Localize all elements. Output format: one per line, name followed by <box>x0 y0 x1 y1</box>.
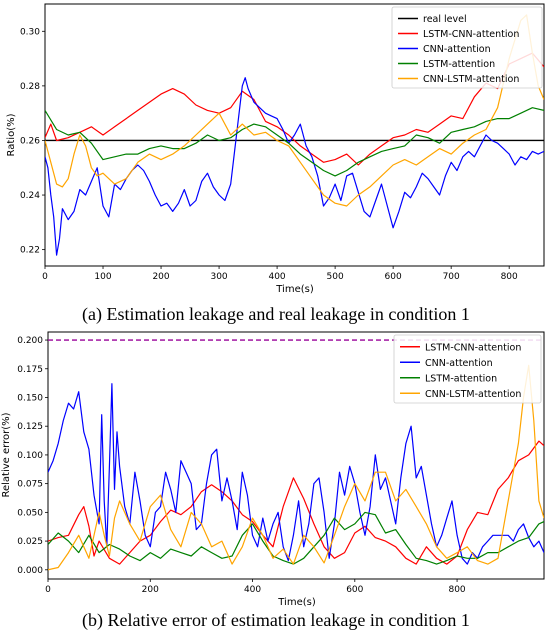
chart-a-y-tick-label: 0.22 <box>20 246 40 256</box>
chart-a-x-tick-label: 200 <box>152 272 169 282</box>
chart-a-y-tick-label: 0.26 <box>20 136 40 146</box>
chart-a-legend-label: real level <box>423 14 467 25</box>
chart-a-ticks: 0 100 200 300 400 500 600 700 800 0.22 0.24 0.26 0.2… <box>20 27 518 282</box>
chart-a-legend-label: LSTM-attention <box>423 59 495 70</box>
chart-b-ticks: 0 200 400 600 800 0.000 0.025 0.050 0.075 0.100 0.… <box>17 336 466 595</box>
chart-b-legend-box <box>393 334 542 404</box>
chart-a-series-group <box>45 14 544 256</box>
chart-a-x-axis-label: Time(s) <box>275 284 314 295</box>
chart-b-caption: (b) Relative error of estimation leakage… <box>82 610 470 631</box>
chart-a-x-tick-label: 300 <box>210 272 227 282</box>
chart-b-y-tick-label: 0.050 <box>17 508 43 518</box>
chart-a-series-cnn-lstm-attention <box>45 14 544 207</box>
chart-b-series-cnn-lstm-attention <box>48 364 544 571</box>
chart-b-y-tick-label: 0.100 <box>17 451 43 461</box>
chart-b-series-group <box>48 339 544 571</box>
chart-a-x-tick-label: 0 <box>42 272 48 282</box>
chart-b-y-tick-label: 0.150 <box>17 393 43 403</box>
chart-a-y-axis-label: Ratio(%) <box>6 113 17 156</box>
chart-a-legend: real level LSTM-CNN-attention CNN-attentio… <box>391 6 543 89</box>
chart-b-legend-label: LSTM-attention <box>425 373 497 384</box>
chart-a-lines <box>45 14 544 256</box>
chart-a-x-tick-label: 600 <box>385 272 402 282</box>
chart-b-y-tick-label: 0.200 <box>17 336 43 346</box>
chart-b-y-tick-label: 0.000 <box>17 566 43 576</box>
chart-a-caption: (a) Estimation leakage and real leakage … <box>82 304 470 325</box>
chart-a-x-tick-label: 100 <box>94 272 111 282</box>
chart-b-y-tick-label: 0.125 <box>17 422 43 432</box>
chart-a-legend-label: LSTM-CNN-attention <box>423 29 519 40</box>
chart-a-series-lstm-attention <box>45 107 544 177</box>
chart-b-legend-label: LSTM-CNN-attention <box>425 342 521 353</box>
chart-a-legend-box <box>391 6 543 89</box>
chart-b-x-tick-label: 200 <box>142 585 159 595</box>
chart-a-x-tick-label: 400 <box>268 272 285 282</box>
chart-b-legend-label: CNN-LSTM-attention <box>425 389 521 400</box>
chart-a-y-tick-label: 0.28 <box>20 82 40 92</box>
chart-b-y-tick-label: 0.025 <box>17 537 43 547</box>
chart-a-legend-label: CNN-LSTM-attention <box>423 74 519 85</box>
chart-b-x-tick-label: 0 <box>45 585 51 595</box>
chart-b-lines <box>48 339 544 571</box>
chart-a-y-tick-label: 0.30 <box>20 27 40 37</box>
chart-b-series-lstm-attention <box>48 511 544 565</box>
chart-b-legend: LSTM-CNN-attention CNN-attention LSTM-atte… <box>393 334 542 404</box>
chart-b-x-tick-label: 400 <box>244 585 261 595</box>
chart-a-x-tick-label: 500 <box>327 272 344 282</box>
chart-a: 0 100 200 300 400 500 600 700 800 0.22 0.24 0.26 0.2… <box>6 3 545 325</box>
chart-b-y-axis-label: Relative error(%) <box>1 412 12 497</box>
chart-b-y-tick-label: 0.075 <box>17 480 43 490</box>
chart-b-legend-label: CNN-attention <box>425 358 493 369</box>
chart-b-y-tick-label: 0.175 <box>17 365 43 375</box>
chart-b-x-tick-label: 800 <box>448 585 465 595</box>
chart-a-x-tick-label: 700 <box>443 272 460 282</box>
chart-a-series-lstm-cnn-attention <box>45 52 544 166</box>
chart-a-y-tick-label: 0.24 <box>20 191 40 201</box>
chart-a-x-tick-label: 800 <box>501 272 518 282</box>
chart-b: 0 200 400 600 800 0.000 0.025 0.050 0.075 0.100 0.… <box>1 331 545 631</box>
chart-a-legend-label: CNN-attention <box>423 44 491 55</box>
chart-b-x-tick-label: 600 <box>346 585 363 595</box>
chart-b-x-axis-label: Time(s) <box>277 597 316 608</box>
chart-b-series-lstm-cnn-attention <box>48 440 544 565</box>
